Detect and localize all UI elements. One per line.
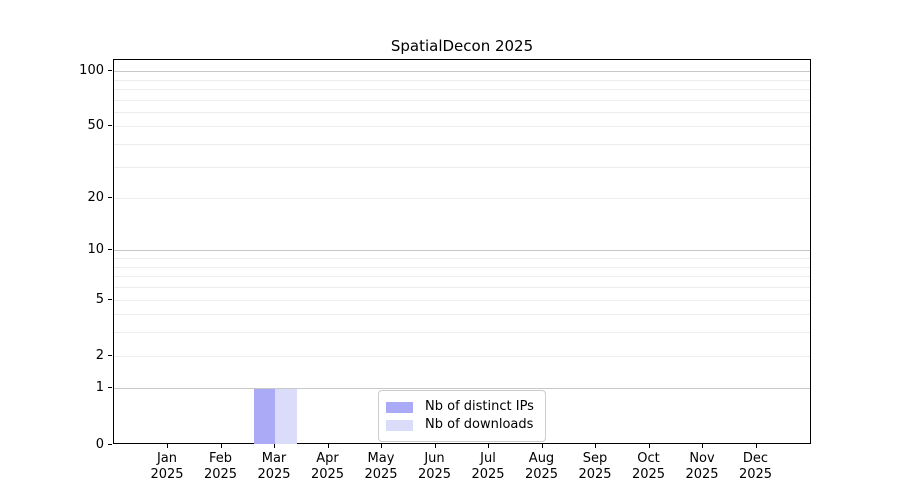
- y-tick-mark-1: [108, 387, 112, 389]
- x-tick-mark-jul: [488, 444, 489, 448]
- legend-item-distinct-ips: Nb of distinct IPs: [386, 399, 537, 415]
- gridline-y-1: [114, 388, 810, 390]
- y-tick-mark-100: [108, 70, 112, 72]
- y-tick-mark-10: [108, 249, 112, 251]
- x-tick-label-mar: Mar 2025: [257, 451, 291, 482]
- x-tick-mark-oct: [648, 444, 650, 448]
- x-tick-mark-dec: [755, 444, 757, 448]
- y-tick-label-1: 1: [95, 380, 104, 396]
- x-tick-mark-feb: [220, 444, 222, 448]
- x-tick-mark-apr: [327, 444, 329, 448]
- gridline-y-4: [114, 314, 810, 316]
- legend: Nb of distinct IPs Nb of downloads: [378, 390, 546, 442]
- y-tick-label-50: 50: [87, 118, 104, 134]
- y-tick-mark-0: [108, 443, 112, 445]
- x-tick-mark-jun: [434, 444, 436, 448]
- x-tick-label-jun: Jun 2025: [417, 451, 452, 482]
- y-tick-label-2: 2: [95, 347, 104, 363]
- x-tick-label-apr: Apr 2025: [310, 451, 345, 482]
- gridline-y-80: [114, 88, 810, 90]
- gridline-y-10: [114, 250, 810, 252]
- x-tick-mark-mar: [274, 444, 275, 448]
- gridline-y-100: [114, 71, 810, 73]
- x-tick-label-oct: Oct 2025: [631, 451, 666, 482]
- gridline-y-90: [114, 79, 810, 81]
- gridline-y-8: [114, 266, 810, 268]
- legend-label-downloads: Nb of downloads: [425, 417, 534, 432]
- y-tick-label-0: 0: [95, 436, 104, 452]
- gridline-y-50: [114, 126, 810, 128]
- y-tick-mark-2: [108, 354, 112, 356]
- legend-label-distinct-ips: Nb of distinct IPs: [425, 399, 534, 414]
- legend-swatch-distinct-ips-icon: [386, 401, 413, 413]
- y-tick-mark-20: [108, 197, 112, 199]
- x-tick-mark-aug: [541, 444, 543, 448]
- y-tick-label-10: 10: [87, 242, 104, 258]
- gridline-y-2: [114, 355, 810, 357]
- x-tick-mark-jan: [167, 444, 168, 448]
- x-tick-label-jan: Jan 2025: [150, 451, 184, 482]
- gridline-y-6: [114, 287, 810, 289]
- x-tick-mark-may: [381, 444, 382, 448]
- x-tick-mark-sep: [595, 444, 596, 448]
- gridline-y-7: [114, 276, 810, 278]
- gridline-y-30: [114, 166, 810, 168]
- x-tick-label-nov: Nov 2025: [685, 451, 719, 482]
- x-tick-label-sep: Sep 2025: [578, 451, 612, 482]
- x-tick-label-dec: Dec 2025: [738, 451, 773, 482]
- x-tick-label-jul: Jul 2025: [471, 451, 505, 482]
- legend-item-downloads: Nb of downloads: [386, 417, 537, 433]
- y-tick-mark-50: [108, 125, 112, 127]
- x-tick-label-may: May 2025: [364, 451, 398, 482]
- bar-mar-2025-distinct-ips: [253, 388, 275, 444]
- x-tick-label-feb: Feb 2025: [203, 451, 238, 482]
- bar-mar-2025-downloads: [275, 388, 297, 444]
- x-tick-label-aug: Aug 2025: [524, 451, 559, 482]
- gridline-y-5: [114, 299, 810, 301]
- gridline-y-20: [114, 198, 810, 200]
- gridline-y-60: [114, 111, 810, 113]
- gridline-y-40: [114, 144, 810, 146]
- y-tick-label-20: 20: [87, 190, 104, 206]
- gridline-y-70: [114, 99, 810, 101]
- gridline-y-3: [114, 332, 810, 334]
- legend-swatch-downloads-icon: [386, 419, 413, 431]
- y-tick-mark-5: [108, 298, 112, 300]
- x-tick-mark-nov: [702, 444, 703, 448]
- plot-area: [113, 59, 811, 444]
- y-tick-label-100: 100: [79, 63, 104, 79]
- y-tick-label-5: 5: [95, 291, 104, 307]
- chart-title: SpatialDecon 2025: [390, 37, 534, 55]
- gridline-y-9: [114, 258, 810, 260]
